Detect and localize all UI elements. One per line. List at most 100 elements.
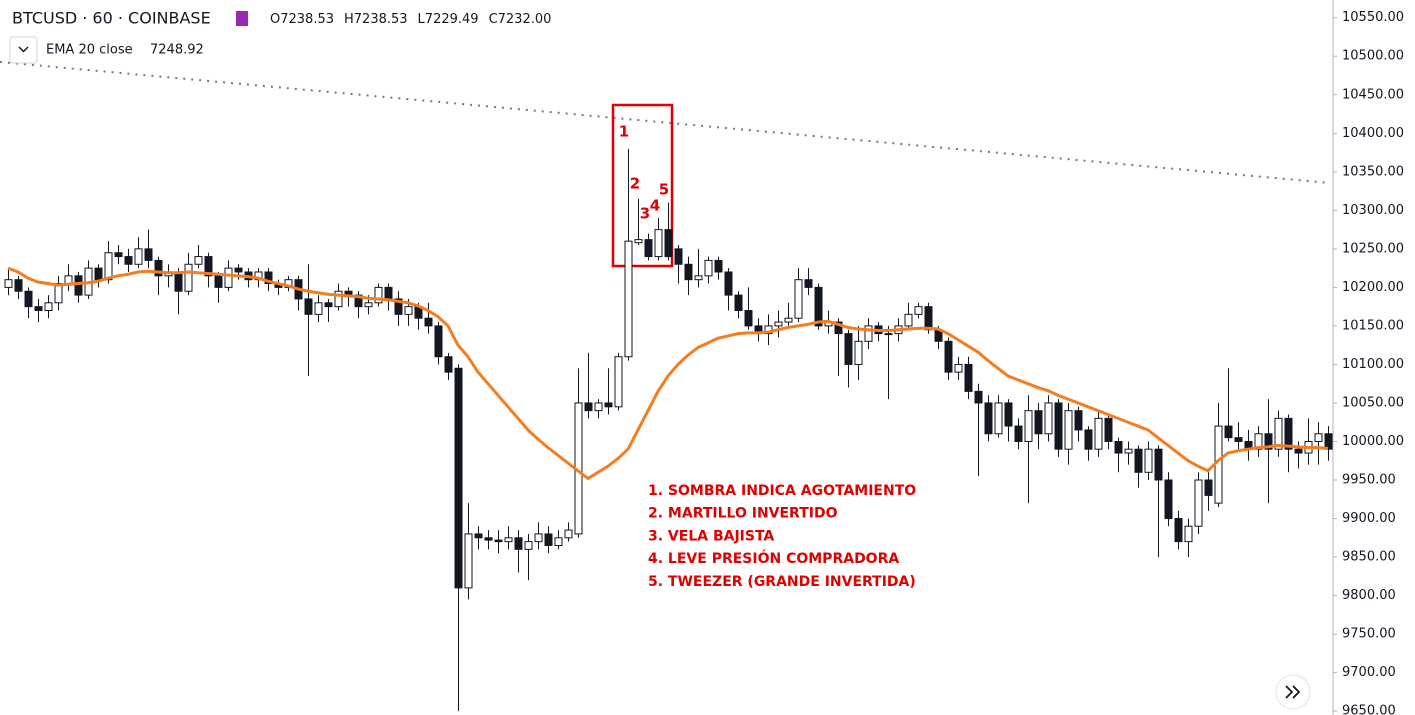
candle-body: [1254, 433, 1263, 450]
y-tick-label: 9750.00: [1342, 627, 1396, 642]
candle-body: [314, 302, 323, 315]
ohlc-value: 7238.53: [280, 12, 334, 27]
candle-body: [664, 229, 673, 258]
annotation-note: 4. LEVE PRESIÓN COMPRADORA: [648, 549, 899, 567]
candle-body: [1004, 402, 1013, 427]
candle-body: [644, 239, 653, 258]
candle-body: [34, 306, 43, 312]
candle-body: [434, 325, 443, 358]
ohlc-value: 7232.00: [498, 12, 552, 27]
candle-body: [24, 290, 33, 308]
annotation-note: 5. TWEEZER (GRANDE INVERTIDA): [648, 574, 916, 590]
candle-body: [1134, 448, 1143, 473]
candle-body: [774, 321, 783, 327]
y-tick-label: 10350.00: [1342, 164, 1404, 179]
candle-body: [264, 271, 273, 285]
candle-body: [614, 356, 623, 408]
ohlc-value: 7229.49: [425, 12, 479, 27]
candle-body: [1064, 410, 1073, 450]
candle-body: [74, 275, 83, 296]
y-tick-label: 10000.00: [1342, 434, 1404, 449]
candle-body: [814, 286, 823, 327]
candle-body: [634, 239, 643, 244]
ohlc-label: O: [270, 12, 280, 27]
candle-body: [1144, 448, 1153, 473]
candle-body: [1154, 448, 1163, 481]
candle-body: [184, 263, 193, 292]
candle-body: [324, 302, 333, 308]
candle-body: [604, 402, 613, 408]
ema-line: [7, 266, 1329, 481]
candle-body: [1124, 448, 1133, 454]
candle-body: [1094, 417, 1103, 450]
candle-body: [204, 256, 213, 277]
candle-label: 2: [630, 175, 640, 193]
candle-body: [724, 271, 733, 296]
candle-body: [544, 533, 553, 546]
ohlc-value: 7238.53: [354, 12, 408, 27]
candle-body: [834, 321, 843, 335]
candle-body: [534, 533, 543, 543]
candle-body: [1264, 433, 1273, 450]
candle-body: [564, 529, 573, 539]
y-tick-label: 10450.00: [1342, 87, 1404, 102]
candle-body: [494, 539, 503, 543]
candle-body: [1234, 437, 1243, 442]
candle-body: [14, 279, 23, 292]
trendline: [0, 61, 1331, 184]
candle-body: [394, 298, 403, 315]
candle-body: [1284, 417, 1293, 450]
candle-body: [984, 402, 993, 435]
y-tick-label: 10200.00: [1342, 280, 1404, 295]
candle-body: [4, 279, 13, 288]
annotation-note: 3. VELA BAJISTA: [648, 528, 774, 544]
candle-body: [114, 252, 123, 258]
candle-body: [1054, 402, 1063, 450]
ohlc-label: H: [344, 12, 354, 27]
candle-body: [1024, 410, 1033, 442]
candle-body: [624, 240, 633, 358]
candle-body: [454, 367, 463, 589]
candle-body: [124, 256, 133, 265]
candle-body: [1274, 417, 1283, 450]
candle-body: [94, 267, 103, 281]
candle-body: [974, 390, 983, 404]
ohlc-label: L: [418, 12, 426, 27]
candle-body: [194, 256, 203, 265]
candle-body: [444, 356, 453, 373]
candle-body: [1084, 429, 1093, 450]
candle-body: [504, 537, 513, 543]
candle-body: [1074, 410, 1083, 431]
candle-body: [1014, 425, 1023, 442]
collapse-button[interactable]: [9, 36, 38, 64]
candle-body: [804, 279, 813, 288]
candle-body: [1224, 425, 1233, 439]
candle-body: [1164, 479, 1173, 520]
candle-body: [944, 340, 953, 373]
y-tick-label: 10250.00: [1342, 241, 1404, 256]
candle-body: [64, 275, 73, 285]
candle-body: [154, 259, 163, 277]
scroll-icon: [1285, 685, 1301, 699]
candle-body: [684, 263, 693, 281]
candle-body: [304, 298, 313, 315]
candle-body: [374, 286, 383, 304]
candle-body: [134, 248, 143, 265]
candle-body: [654, 229, 663, 258]
y-tick-label: 10400.00: [1342, 126, 1404, 141]
candle-body: [404, 306, 413, 315]
candle-body: [994, 402, 1003, 435]
candle-body: [904, 313, 913, 327]
y-tick-label: 9700.00: [1342, 665, 1396, 680]
candle-body: [484, 537, 493, 541]
candle-label: 1: [619, 123, 629, 141]
candle-body: [1114, 440, 1123, 454]
candle-body: [854, 340, 863, 365]
candle-body: [44, 302, 53, 312]
y-tick-label: 10300.00: [1342, 203, 1404, 218]
y-tick-label: 10150.00: [1342, 318, 1404, 333]
y-tick-label: 9800.00: [1342, 588, 1396, 603]
candle-body: [694, 275, 703, 281]
candle-body: [1034, 410, 1043, 435]
